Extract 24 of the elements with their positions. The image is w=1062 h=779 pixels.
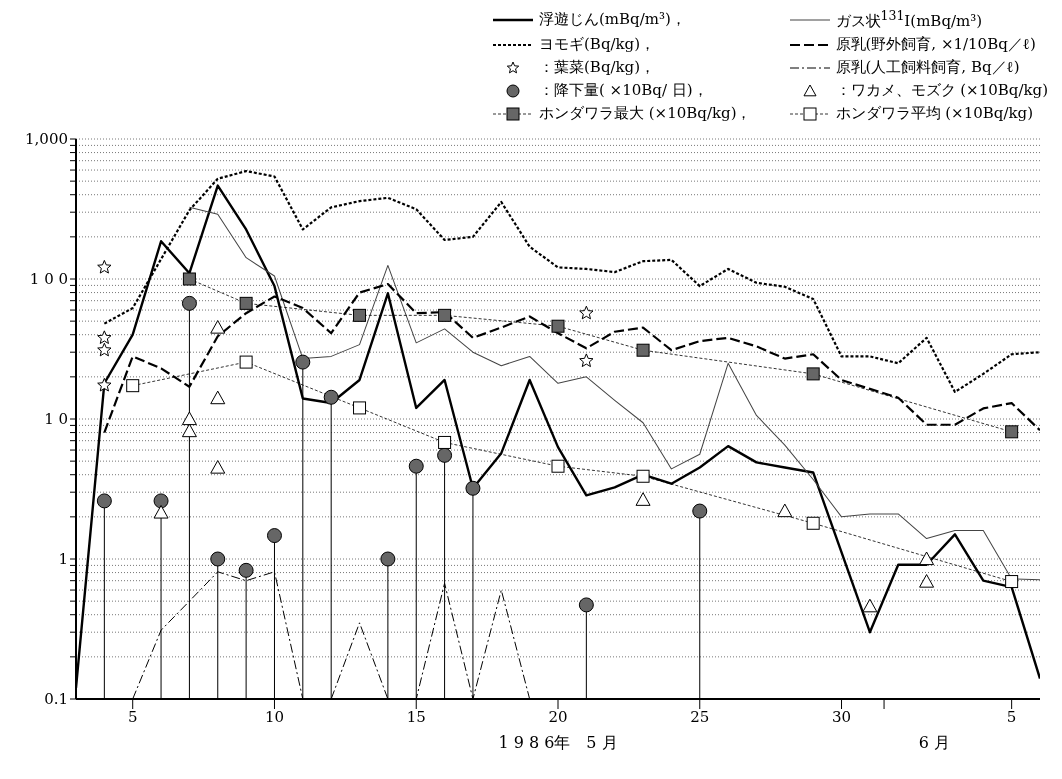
x-tick-label: 10 <box>264 707 285 726</box>
y-tick-label: 0.1 <box>44 690 68 709</box>
x-tick-label: 15 <box>406 707 426 726</box>
legend-label: 浮遊じん(mBq/m³)， <box>539 10 686 29</box>
legend-label: 原乳(野外飼育, ×1/10Bq／ℓ) <box>835 35 1036 54</box>
legend-label: ：ワカメ、モズク (×10Bq/kg) <box>835 81 1048 100</box>
y-tick-label: 1,000 <box>25 130 68 149</box>
x-tick-label: 5 <box>127 707 138 726</box>
x-tick-label: 20 <box>548 707 568 726</box>
legend-label: ：葉菜(Bq/kg)， <box>539 58 656 77</box>
x-tick-label: 30 <box>831 707 852 726</box>
x-tick-label: 25 <box>690 707 710 726</box>
text: 6 月 <box>918 733 950 754</box>
y-tick-label: 1 <box>58 550 68 569</box>
legend-label: 原乳(人工飼料飼育, Bq／ℓ) <box>835 58 1020 77</box>
legend-label: ホンダワラ最大 (×10Bq/kg)， <box>539 104 752 123</box>
y-tick-label: 1 0 0 <box>29 270 68 289</box>
legend-label: ガス状$^{131}$I(mBq/m³) <box>835 8 983 31</box>
y-tick-label: 1 0 <box>44 410 68 429</box>
legend-label: ホンダワラ平均 (×10Bq/kg) <box>835 104 1033 123</box>
legend-label: ヨモギ(Bq/kg)， <box>539 35 656 54</box>
legend-label: ：降下量( ×10Bq/ 日)， <box>539 81 708 100</box>
x-axis-title: 1 9 8 6年 5 月 <box>498 733 618 752</box>
x-tick-label: 5 <box>1006 707 1017 726</box>
